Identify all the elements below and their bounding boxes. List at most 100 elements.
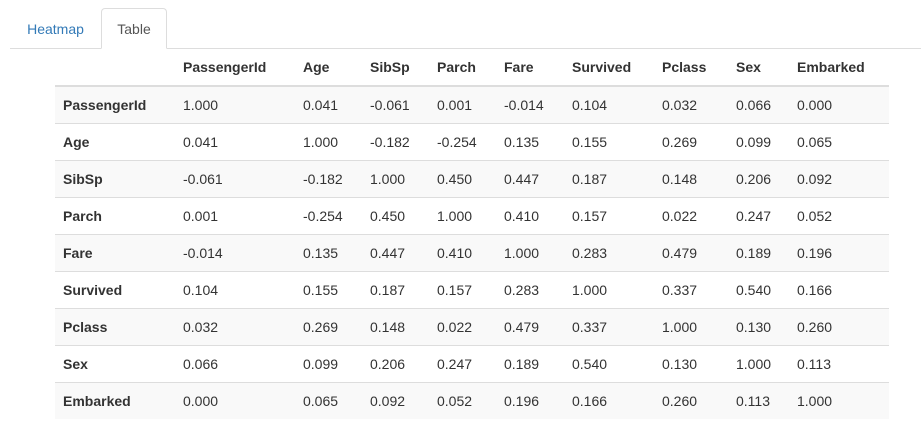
table-cell: 0.247 [728,197,789,235]
correlation-table: PassengerId Age SibSp Parch Fare Survive… [55,49,889,419]
table-cell: 0.041 [295,85,362,124]
table-cell: -0.061 [362,85,429,124]
table-row: Parch 0.001 -0.254 0.450 1.000 0.410 0.157 0.02… [55,197,889,235]
header-row: PassengerId Age SibSp Parch Fare Survive… [55,49,889,87]
table-cell: -0.061 [175,160,295,198]
table-cell: 0.022 [429,308,496,346]
table-cell: 0.283 [496,271,564,309]
table-cell: 1.000 [362,160,429,198]
table-cell: 0.099 [728,123,789,161]
table-cell: -0.182 [362,123,429,161]
table-cell: 0.065 [295,382,362,419]
table-cell: 0.157 [564,197,654,235]
table-cell: 0.450 [429,160,496,198]
table-cell: 0.155 [564,123,654,161]
table-cell: 0.260 [654,382,728,419]
table-cell: 0.260 [789,308,889,346]
table-cell: 0.155 [295,271,362,309]
table-cell: 0.269 [654,123,728,161]
table-row: Embarked 0.000 0.065 0.092 0.052 0.196 0.166 0.… [55,382,889,419]
column-header: Pclass [654,49,728,87]
table-cell: -0.182 [295,160,362,198]
table-cell: 0.000 [789,85,889,124]
table-cell: 0.187 [564,160,654,198]
table-cell: 0.113 [789,345,889,383]
table-cell: 1.000 [728,345,789,383]
table-cell: 0.247 [429,345,496,383]
table-cell: 1.000 [175,85,295,124]
table-cell: 1.000 [789,382,889,419]
table-cell: 0.157 [429,271,496,309]
table-cell: 0.135 [295,234,362,272]
column-header: Fare [496,49,564,87]
table-cell: 0.032 [654,85,728,124]
row-header: Pclass [55,308,175,346]
table-cell: 0.130 [728,308,789,346]
table-cell: 0.113 [728,382,789,419]
table-cell: 0.052 [789,197,889,235]
row-header: SibSp [55,160,175,198]
corner-cell [55,49,175,87]
table-cell: 0.166 [789,271,889,309]
tab-table[interactable]: Table [101,8,167,49]
table-cell: 0.041 [175,123,295,161]
table-cell: 0.479 [654,234,728,272]
table-cell: 1.000 [429,197,496,235]
table-row: PassengerId 1.000 0.041 -0.061 0.001 -0.014 0.… [55,85,889,124]
row-header: Age [55,123,175,161]
table-cell: 0.001 [175,197,295,235]
column-header: Age [295,49,362,87]
table-cell: 0.337 [564,308,654,346]
row-header: Parch [55,197,175,235]
column-header: SibSp [362,49,429,87]
table-cell: 0.269 [295,308,362,346]
table-cell: 0.104 [175,271,295,309]
table-cell: 0.104 [564,85,654,124]
table-cell: 0.283 [564,234,654,272]
table-row: Pclass 0.032 0.269 0.148 0.022 0.479 0.337 1.00… [55,308,889,346]
table-cell: 0.196 [496,382,564,419]
table-cell: 0.187 [362,271,429,309]
table-cell: -0.254 [295,197,362,235]
table-cell: 0.000 [175,382,295,419]
table-cell: -0.014 [496,85,564,124]
column-header: Survived [564,49,654,87]
table-cell: -0.254 [429,123,496,161]
tab-bar: Heatmap Table [0,0,921,49]
table-cell: 0.540 [564,345,654,383]
table-cell: 0.196 [789,234,889,272]
row-header: PassengerId [55,85,175,124]
tab-heatmap[interactable]: Heatmap [27,21,84,37]
table-cell: 0.166 [564,382,654,419]
table-cell: 0.052 [429,382,496,419]
table-cell: 0.189 [496,345,564,383]
table-cell: 0.001 [429,85,496,124]
tab-bar-divider [10,48,921,49]
row-header: Sex [55,345,175,383]
table-cell: -0.014 [175,234,295,272]
row-header: Embarked [55,382,175,419]
table-cell: 0.540 [728,271,789,309]
table-cell: 0.092 [362,382,429,419]
table-body: PassengerId 1.000 0.041 -0.061 0.001 -0.014 0.… [55,85,889,419]
row-header: Survived [55,271,175,309]
column-header: Embarked [789,49,889,87]
table-cell: 0.450 [362,197,429,235]
table-cell: 0.092 [789,160,889,198]
table-cell: 0.148 [362,308,429,346]
table-cell: 1.000 [564,271,654,309]
table-cell: 0.206 [728,160,789,198]
table-cell: 1.000 [295,123,362,161]
table-cell: 0.337 [654,271,728,309]
table-row: SibSp -0.061 -0.182 1.000 0.450 0.447 0.187 0.1… [55,160,889,198]
table-cell: 0.032 [175,308,295,346]
table-row: Fare -0.014 0.135 0.447 0.410 1.000 0.283 0.479… [55,234,889,272]
table-cell: 0.447 [362,234,429,272]
table-cell: 0.066 [175,345,295,383]
table-cell: 0.410 [496,197,564,235]
table-row: Age 0.041 1.000 -0.182 -0.254 0.135 0.155 0.269… [55,123,889,161]
table-cell: 0.447 [496,160,564,198]
correlation-table-container: PassengerId Age SibSp Parch Fare Survive… [55,49,889,419]
table-row: Survived 0.104 0.155 0.187 0.157 0.283 1.000 0.… [55,271,889,309]
row-header: Fare [55,234,175,272]
